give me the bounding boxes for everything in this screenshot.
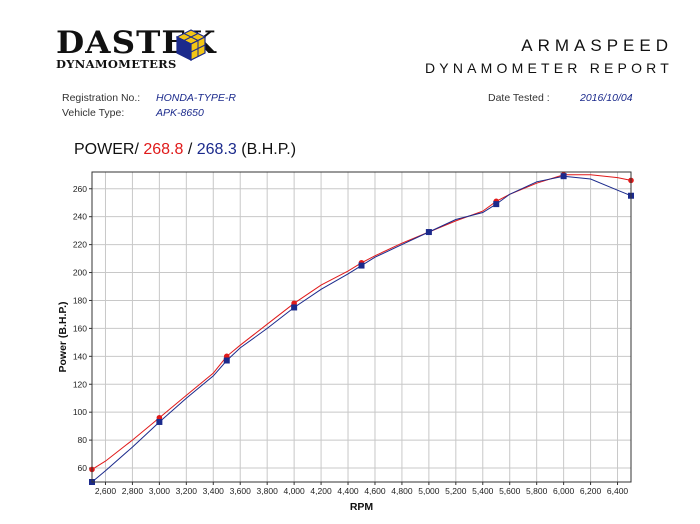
y-tick-label: 140 [73,351,87,361]
series-2-point [156,418,163,425]
y-tick-label: 60 [78,463,88,473]
series-2-point [291,304,298,311]
x-tick-label: 5,200 [445,486,467,496]
y-tick-label: 80 [78,435,88,445]
x-tick-label: 6,200 [580,486,602,496]
series-2-point [560,173,567,180]
power-separator: / [187,141,193,158]
y-tick-label: 100 [73,407,87,417]
x-axis-label: RPM [350,501,374,513]
x-tick-label: 3,800 [257,486,279,496]
power-run2-value: 268.3 [196,141,237,158]
report-title: ARMASPEED [521,36,673,55]
y-tick-label: 240 [73,212,87,222]
vehicle-type-label: Vehicle Type: [62,107,125,119]
x-tick-label: 4,800 [391,486,413,496]
series-2-point [493,201,500,208]
series-1-line [91,174,632,470]
y-tick-label: 120 [73,379,87,389]
x-tick-label: 5,600 [499,486,521,496]
y-tick-label: 220 [73,240,87,250]
x-tick-label: 5,800 [526,486,548,496]
series-2-point [425,229,432,236]
x-tick-label: 4,400 [337,486,359,496]
series-2-line [91,175,632,483]
y-axis-label: Power (B.H.P.) [57,302,69,373]
x-tick-label: 2,800 [122,486,144,496]
registration-label: Registration No.: [62,92,141,104]
chart-series [89,171,634,485]
x-tick-label: 3,200 [176,486,198,496]
logo-cube-icon [176,29,206,61]
x-tick-label: 5,400 [472,486,494,496]
power-run1-value: 268.8 [143,141,184,158]
x-tick-label: 3,000 [149,486,171,496]
x-tick-label: 4,000 [283,486,305,496]
series-2-point [223,357,230,364]
x-tick-label: 3,400 [203,486,225,496]
logo-subtitle: DYNAMOMETERS [56,57,177,71]
x-tick-label: 3,600 [230,486,252,496]
chart-grid [92,172,631,482]
registration-value: HONDA-TYPE-R [156,92,236,104]
vehicle-type-value: APK-8650 [156,107,204,119]
plot-frame [91,171,632,483]
power-label: POWER/ [74,141,139,158]
x-tick-label: 4,600 [364,486,386,496]
series-2-point [358,262,365,269]
x-tick-label: 6,000 [553,486,575,496]
x-tick-label: 4,200 [310,486,332,496]
chart-ticks: 2,600 2,800 3,000 3,200 3,400 3,600 3,800 4,000… [73,184,629,496]
report-subtitle: DYNAMOMETER REPORT [424,60,673,76]
y-tick-label: 160 [73,323,87,333]
x-tick-label: 2,600 [95,486,117,496]
date-tested-label: Date Tested : [488,92,550,104]
power-summary: POWER/ 268.8 / 268.3 (B.H.P.) [74,141,296,159]
y-tick-label: 260 [73,184,87,194]
date-tested-value: 2016/10/04 [580,92,633,104]
y-tick-label: 200 [73,268,87,278]
x-tick-label: 5,000 [418,486,440,496]
power-unit: (B.H.P.) [241,141,297,158]
x-tick-label: 6,400 [607,486,629,496]
y-tick-label: 180 [73,295,87,305]
